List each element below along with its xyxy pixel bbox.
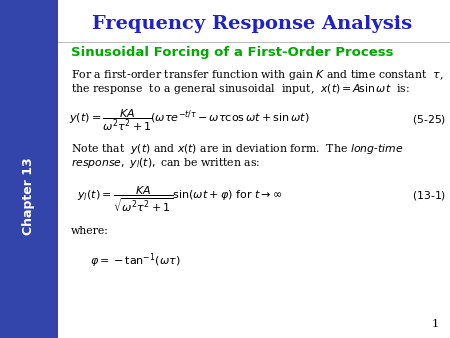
Bar [0,0,58,338]
Text: $\mathit{response,}\ y_l(t),$ can be written as:: $\mathit{response,}\ y_l(t),$ can be wri… [71,156,261,170]
Text: For a first-order transfer function with gain $K$ and time constant  $\tau$,: For a first-order transfer function with… [71,68,444,81]
Text: 1: 1 [432,318,439,329]
Text: Sinusoidal Forcing of a First-Order Process: Sinusoidal Forcing of a First-Order Proc… [71,46,394,58]
Text: Note that  $y(t)$ and $x(t)$ are in deviation form.  The $\mathit{long}$-$\mathi: Note that $y(t)$ and $x(t)$ are in devia… [71,142,404,156]
Text: Frequency Response Analysis: Frequency Response Analysis [92,15,412,33]
Text: where:: where: [71,226,109,237]
Text: $y_l(t) = \dfrac{KA}{\sqrt{\omega^2\tau^2+1}}\sin\!\left(\omega t+\varphi\right): $y_l(t) = \dfrac{KA}{\sqrt{\omega^2\tau^… [77,184,283,214]
Text: $\varphi = -\tan^{-1}\!\left(\omega\tau\right)$: $\varphi = -\tan^{-1}\!\left(\omega\tau\… [90,252,180,270]
Text: $(5\text{-}25)$: $(5\text{-}25)$ [412,113,446,126]
Text: Chapter 13: Chapter 13 [22,157,35,235]
Text: $(13\text{-}1)$: $(13\text{-}1)$ [412,189,446,202]
Text: the response  to a general sinusoidal  input,  $x(t) = A\!\sin\omega t$  is:: the response to a general sinusoidal inp… [71,82,410,96]
Text: $y(t) = \dfrac{KA}{\omega^2\tau^2+1}\!\left(\omega\tau e^{-t/\tau} - \omega\tau\: $y(t) = \dfrac{KA}{\omega^2\tau^2+1}\!\l… [69,108,309,134]
